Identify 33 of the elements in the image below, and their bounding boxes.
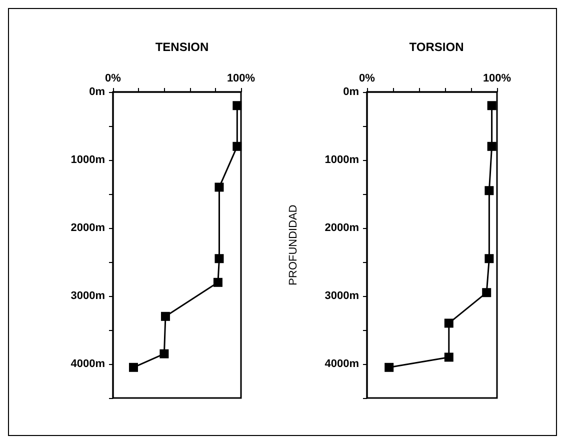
y-tick-label: 3000m [324, 290, 360, 302]
point [444, 318, 454, 328]
x-tick-label: 100% [482, 72, 512, 84]
y-tick-label: 0m [89, 86, 106, 98]
y-axis-title: PROFUNDIDAD [288, 204, 300, 286]
point [160, 312, 170, 321]
y-tick-label: 1000m [70, 154, 106, 166]
point [213, 278, 222, 287]
y-tick-label: 0m [343, 86, 360, 98]
y-tick-label: 1000m [324, 154, 360, 166]
point [214, 254, 224, 264]
y-tick-label: 4000m [70, 358, 106, 370]
y-tick-label: 4000m [324, 358, 360, 370]
point [232, 142, 242, 151]
point [128, 362, 138, 372]
x-tick-label: 0% [105, 72, 122, 84]
point [384, 362, 394, 372]
y-tick-label: 2000m [324, 222, 360, 234]
point [214, 182, 224, 192]
chart-title: TENSION [155, 40, 209, 54]
point [484, 254, 494, 264]
point [482, 288, 492, 298]
y-tick-label: 3000m [70, 290, 106, 302]
x-tick-label: 100% [226, 72, 256, 84]
point [484, 186, 494, 196]
y-tick-label: 2000m [70, 222, 106, 234]
chart-title: TORSION [409, 40, 464, 54]
point [160, 349, 169, 358]
point [487, 142, 496, 151]
point [487, 101, 496, 110]
x-tick-label: 0% [359, 72, 376, 84]
point [232, 101, 242, 110]
point [444, 352, 454, 362]
